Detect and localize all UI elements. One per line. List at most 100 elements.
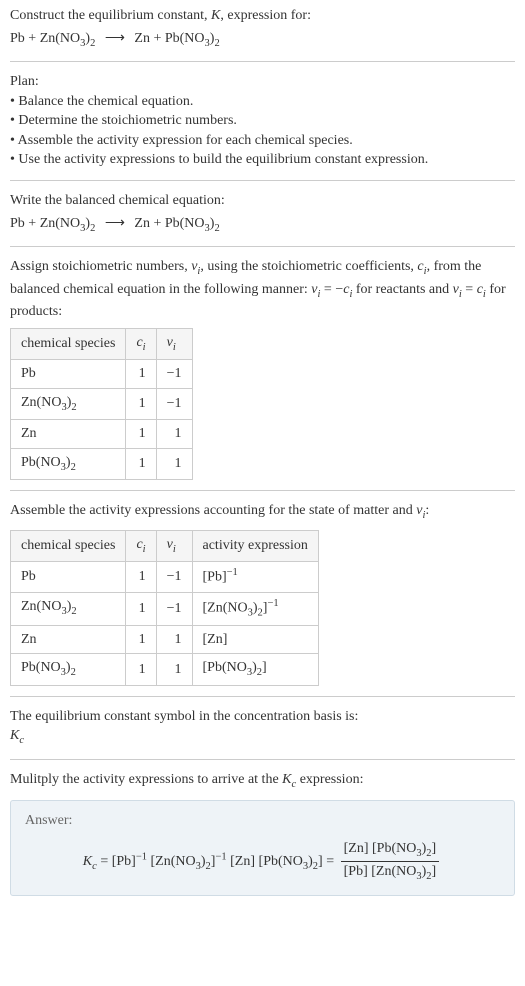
ans-t1: [Pb]	[112, 854, 136, 869]
col-nui: νi	[156, 328, 192, 359]
col-species: chemical species	[11, 530, 126, 561]
divider	[10, 180, 515, 181]
cell-nui: −1	[156, 592, 192, 625]
fb2e: ]	[432, 864, 437, 879]
reactant-znno3-a: Zn(NO	[40, 216, 80, 231]
product-zn: Zn	[134, 216, 150, 231]
arrow-icon: ⟶	[105, 214, 125, 234]
ans-t3: [Zn]	[230, 854, 255, 869]
cell-ci: 1	[126, 562, 156, 592]
ans-eq2: =	[323, 854, 338, 869]
intro-K: K	[211, 8, 220, 23]
divider	[10, 696, 515, 697]
cell-ci: 1	[126, 420, 156, 449]
fb2a: [Zn(NO	[371, 864, 416, 879]
plan-list: Balance the chemical equation. Determine…	[10, 92, 515, 170]
col-species: chemical species	[11, 328, 126, 359]
act-a: [Pb(NO	[203, 660, 247, 675]
cell-ci: 1	[126, 654, 156, 685]
divider	[10, 759, 515, 760]
table-row: Pb 1 −1 [Pb]−1	[11, 562, 319, 592]
sp-a: Zn(NO	[21, 395, 61, 410]
cell-nui: 1	[156, 420, 192, 449]
product-pbno3-d: 2	[214, 37, 219, 48]
multiply-p2: expression:	[296, 772, 363, 787]
cell-species: Pb	[11, 562, 126, 592]
ans-eq1: =	[97, 854, 112, 869]
plan-item: Balance the chemical equation.	[10, 92, 515, 112]
stoich-table: chemical species ci νi Pb 1 −1 Zn(NO3)2 …	[10, 328, 193, 481]
stoich-p2: , using the stoichiometric coefficients,	[200, 259, 417, 274]
ci-sub: i	[143, 544, 146, 555]
ft2e: ]	[432, 841, 437, 856]
sp-a: Zn	[21, 632, 37, 647]
stoich-eq1-eq: = −	[320, 282, 343, 297]
table-header-row: chemical species ci νi activity expressi…	[11, 530, 319, 561]
balanced-heading: Write the balanced chemical equation:	[10, 191, 515, 211]
divider	[10, 61, 515, 62]
answer-label: Answer:	[25, 811, 500, 831]
cell-nui: −1	[156, 360, 192, 389]
act-a: [Pb]	[203, 570, 227, 585]
reactant-znno3-d: 2	[90, 222, 95, 233]
reactant-pb: Pb	[10, 216, 25, 231]
cell-activity: [Zn(NO3)2]−1	[192, 592, 318, 625]
plan-item: Determine the stoichiometric numbers.	[10, 111, 515, 131]
table-row: Zn(NO3)2 1 −1	[11, 388, 193, 419]
sp-a: Pb(NO	[21, 455, 61, 470]
symbol-section: The equilibrium constant symbol in the c…	[10, 707, 515, 749]
cell-ci: 1	[126, 592, 156, 625]
plan-section: Plan: Balance the chemical equation. Det…	[10, 72, 515, 170]
assemble-p2: :	[425, 503, 429, 518]
cell-ci: 1	[126, 388, 156, 419]
ans-t2a: [Zn(NO	[151, 854, 196, 869]
cell-species: Pb(NO3)2	[11, 654, 126, 685]
cell-species: Zn	[11, 420, 126, 449]
cell-ci: 1	[126, 625, 156, 654]
sp-a: Zn(NO	[21, 599, 61, 614]
intro-section: Construct the equilibrium constant, K, e…	[10, 6, 515, 51]
cell-nui: 1	[156, 625, 192, 654]
activity-table: chemical species ci νi activity expressi…	[10, 530, 319, 686]
product-pbno3-d: 2	[214, 222, 219, 233]
table-row: Zn(NO3)2 1 −1 [Zn(NO3)2]−1	[11, 592, 319, 625]
sp-a: Zn	[21, 426, 37, 441]
plan-heading: Plan:	[10, 72, 515, 92]
col-nui: νi	[156, 530, 192, 561]
nui-sub: i	[173, 544, 176, 555]
reactant-pb: Pb	[10, 31, 25, 46]
table-header-row: chemical species ci νi	[11, 328, 193, 359]
ans-t4a: [Pb(NO	[259, 854, 303, 869]
table-row: Pb(NO3)2 1 1 [Pb(NO3)2]	[11, 654, 319, 685]
ci-sub: i	[143, 341, 146, 352]
table-row: Pb 1 −1	[11, 360, 193, 389]
cell-ci: 1	[126, 448, 156, 479]
cell-species: Zn(NO3)2	[11, 592, 126, 625]
ans-t1-exp: −1	[136, 851, 147, 862]
answer-fraction: [Zn] [Pb(NO3)2][Pb] [Zn(NO3)2]	[341, 839, 440, 885]
nui-sub: i	[173, 341, 176, 352]
act-exp: −1	[267, 598, 278, 609]
multiply-p1: Mulitply the activity expressions to arr…	[10, 772, 282, 787]
assemble-p1: Assemble the activity expressions accoun…	[10, 503, 416, 518]
kc-c: c	[19, 735, 24, 746]
cell-nui: −1	[156, 562, 192, 592]
sp-d: 2	[71, 667, 76, 678]
cell-nui: 1	[156, 654, 192, 685]
cell-species: Zn	[11, 625, 126, 654]
cell-species: Pb(NO3)2	[11, 448, 126, 479]
kc-k: K	[10, 728, 19, 743]
cell-species: Pb	[11, 360, 126, 389]
col-ci: ci	[126, 328, 156, 359]
act-a: [Zn(NO	[203, 600, 248, 615]
ans-t2-exp: −1	[215, 851, 226, 862]
table-row: Pb(NO3)2 1 1	[11, 448, 193, 479]
cell-activity: [Zn]	[192, 625, 318, 654]
stoich-p1: Assign stoichiometric numbers,	[10, 259, 191, 274]
sp-d: 2	[71, 606, 76, 617]
intro-text: Construct the equilibrium constant,	[10, 8, 211, 23]
cell-ci: 1	[126, 360, 156, 389]
intro-suffix: , expression for:	[220, 8, 311, 23]
stoich-p4: for reactants and	[352, 282, 452, 297]
stoich-eq2-eq: =	[462, 282, 477, 297]
